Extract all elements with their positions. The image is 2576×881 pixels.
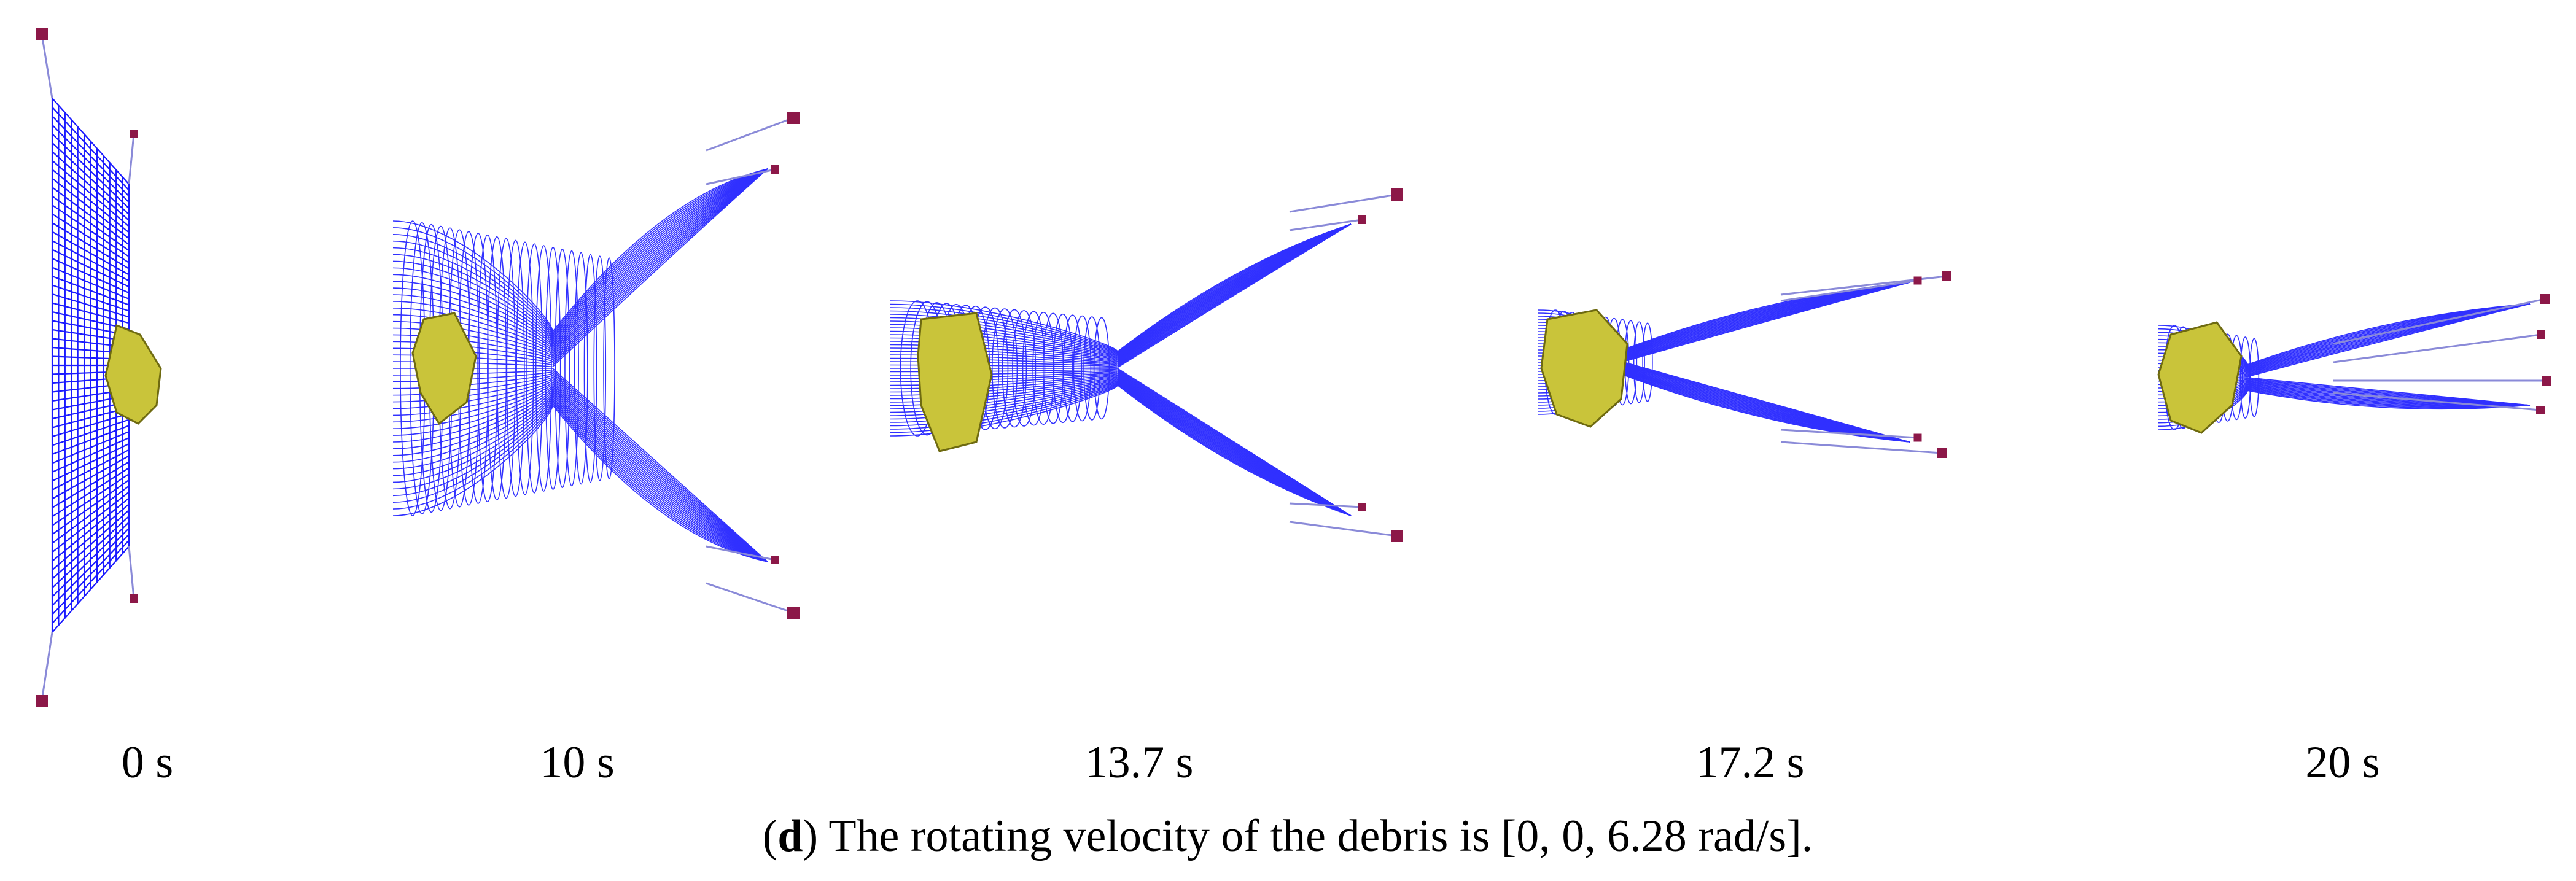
tether-line: [1289, 219, 1363, 231]
tether-line: [2333, 333, 2542, 363]
mass-bottom-outer: [36, 695, 48, 707]
mass-bottom-outer: [2536, 406, 2545, 414]
mass-top-outer: [2540, 294, 2550, 304]
tether-line: [706, 117, 794, 152]
figure-caption: (d) The rotating velocity of the debris …: [763, 810, 1813, 863]
time-label-17-2s: 17.2 s: [1695, 737, 1805, 788]
time-label-20s: 20 s: [2305, 737, 2380, 788]
debris: [104, 324, 162, 425]
mass-bottom-inner: [1358, 503, 1366, 511]
mass-top-inner: [130, 130, 138, 138]
caption-letter: d: [777, 811, 803, 861]
tether-line: [128, 133, 135, 185]
tether-line: [1780, 429, 1918, 439]
mass-bottom-inner: [2542, 376, 2551, 386]
funnel-net-mesh: [890, 223, 1352, 516]
mass-top-inner: [1913, 276, 1922, 285]
tether-line: [706, 168, 776, 185]
tether-line: [1289, 193, 1398, 213]
mass-bottom-outer: [1391, 530, 1403, 542]
debris: [917, 312, 993, 452]
tether-line: [1780, 441, 1942, 454]
tether-line: [41, 632, 53, 702]
debris: [2157, 321, 2243, 434]
frame-17-2s: [1538, 271, 1951, 458]
caption-text: ) The rotating velocity of the debris is…: [803, 811, 1813, 861]
mass-bottom-inner: [1913, 433, 1922, 442]
debris: [1540, 309, 1628, 428]
frame-10s: [392, 112, 800, 619]
tether-line: [2333, 392, 2541, 411]
frame-13-7s: [890, 188, 1403, 542]
mass-bottom-outer: [1937, 448, 1947, 458]
frame-0s: [36, 28, 162, 707]
tether-line: [128, 546, 135, 599]
tether-line: [41, 33, 53, 99]
tether-line: [706, 582, 794, 614]
mass-top-outer: [787, 112, 800, 124]
mass-bottom-inner: [130, 594, 138, 603]
time-label-13-7s: 13.7 s: [1084, 737, 1194, 788]
mass-bottom-outer: [787, 607, 800, 619]
tether-line: [706, 545, 776, 561]
mass-top-inner: [771, 165, 779, 174]
time-label-10s: 10 s: [540, 737, 615, 788]
tether-line: [1780, 279, 1918, 302]
tether-line: [2333, 298, 2546, 345]
mass-top-outer: [1391, 188, 1403, 201]
funnel-net-mesh: [392, 168, 768, 562]
mass-top-outer: [36, 28, 48, 40]
mass-bottom-inner: [771, 556, 779, 564]
debris: [411, 312, 477, 425]
tether-line: [1289, 521, 1398, 537]
mass-top-inner: [2537, 330, 2545, 339]
caption-open: (: [762, 811, 778, 861]
tether-line: [1289, 502, 1363, 508]
mass-top-outer: [1942, 271, 1951, 281]
time-label-0s: 0 s: [121, 737, 174, 788]
mass-top-inner: [1358, 215, 1366, 224]
frame-20s: [2157, 294, 2551, 434]
